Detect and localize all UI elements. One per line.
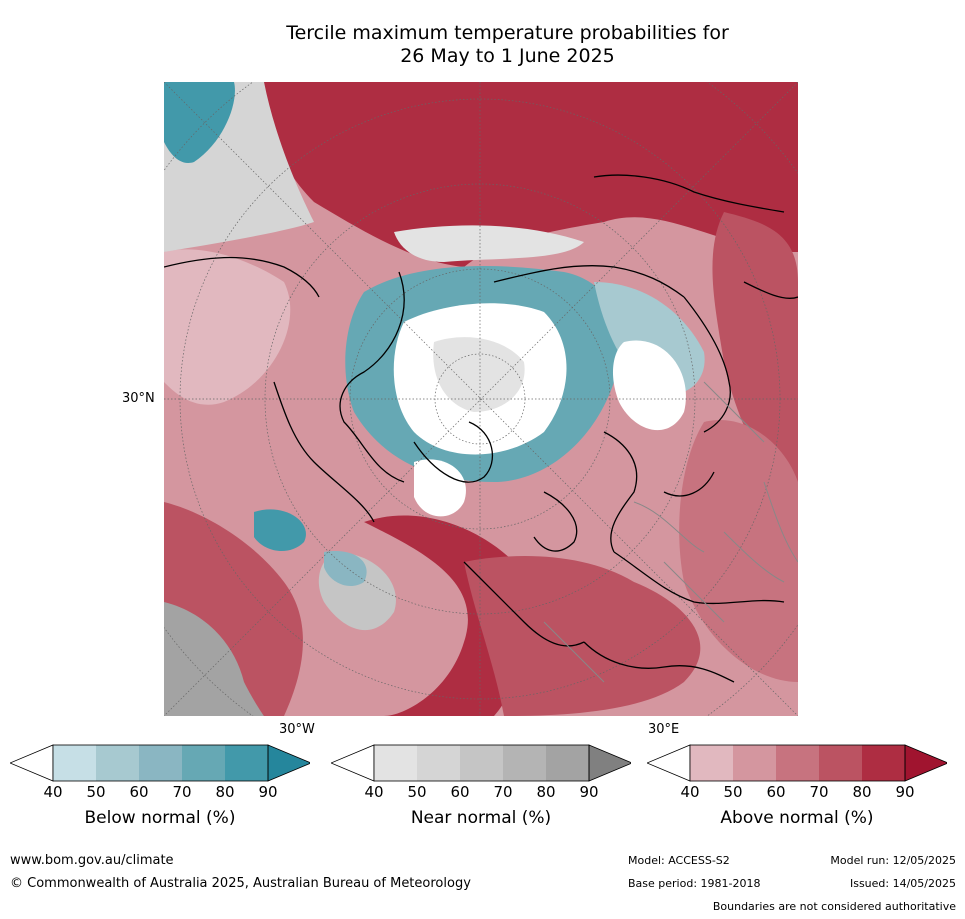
colorbar-near-tick-label: 60 [450, 783, 470, 801]
near-normal-arctic-ring [394, 225, 584, 262]
colorbar-above-high-extend [904, 744, 947, 782]
colorbar-near-tick-label: 50 [407, 783, 427, 801]
below-normal-atlantic [254, 509, 306, 552]
colorbar-below-tick-label: 90 [258, 783, 278, 801]
colorbar-near-segment [503, 745, 546, 781]
footer-model-run: Model run: 12/05/2025 [830, 854, 956, 867]
colorbar-below-segment [182, 745, 225, 781]
colorbar-near-segment [374, 745, 417, 781]
colorbar-above-tick-label: 90 [895, 783, 915, 801]
colorbar-below-tick-label: 50 [86, 783, 106, 801]
colorbar-near-segment [546, 745, 589, 781]
colorbar-near-segment [417, 745, 460, 781]
near-normal-southwest [164, 602, 264, 716]
country-borders [543, 381, 798, 683]
warm-region-north-pacific [264, 82, 798, 267]
colorbar-above-segment [819, 745, 862, 781]
polar-map [164, 82, 798, 716]
colorbar-near-low-extend [331, 744, 375, 782]
colorbar-above-segment [690, 745, 733, 781]
colorbar-near-title: Near normal (%) [410, 808, 552, 828]
colorbar-below-tick-label: 40 [43, 783, 63, 801]
below-normal-northwest [164, 82, 235, 163]
footer-disclaimer: Boundaries are not considered authoritat… [712, 900, 956, 913]
colorbar-below-segment [139, 745, 182, 781]
colorbar-below-high-extend [267, 744, 310, 782]
colorbar-near-tick-label: 70 [493, 783, 513, 801]
lon-label-30e: 30°E [648, 722, 680, 737]
footer-copyright: © Commonwealth of Australia 2025, Austra… [10, 876, 471, 891]
colorbar-above-tick-label: 80 [852, 783, 872, 801]
colorbar-near-frame [373, 744, 590, 782]
colorbar-above-low-extend [647, 744, 691, 782]
lat-label-30n: 30°N [122, 391, 155, 406]
colorbar-below-segment [96, 745, 139, 781]
white-patch-greenland [414, 459, 466, 517]
below-normal-atlantic-2 [324, 551, 367, 587]
colorbar-above-tick-label: 70 [809, 783, 829, 801]
colorbar-near-normal [331, 744, 631, 782]
colorbar-below-low-extend [10, 744, 54, 782]
colorbar-above-segment [862, 745, 905, 781]
colorbar-above-normal [647, 744, 947, 782]
footer-model: Model: ACCESS-S2 [628, 854, 730, 867]
colorbar-above-tick-label: 60 [766, 783, 786, 801]
colorbar-near-high-extend [588, 744, 631, 782]
colorbar-below-segment [225, 745, 268, 781]
footer-issued: Issued: 14/05/2025 [849, 877, 956, 890]
colorbar-above-segment [733, 745, 776, 781]
footer-base-period: Base period: 1981-2018 [628, 877, 761, 890]
footer-url: www.bom.gov.au/climate [10, 853, 174, 868]
colorbar-above-segment [776, 745, 819, 781]
coastlines [164, 174, 798, 683]
map-title-line1: Tercile maximum temperature probabilitie… [286, 22, 729, 44]
colorbar-above-frame [689, 744, 906, 782]
colorbar-near-tick-label: 40 [364, 783, 384, 801]
colorbar-below-frame [52, 744, 269, 782]
colorbar-below-title: Below normal (%) [84, 808, 236, 828]
colorbar-near-segment [460, 745, 503, 781]
colorbar-near-tick-label: 90 [579, 783, 599, 801]
colorbar-above-title: Above normal (%) [720, 808, 874, 828]
white-patch-east [612, 340, 686, 431]
colorbar-above-tick-label: 50 [723, 783, 743, 801]
warm-region-asia-east [712, 212, 798, 502]
warm-region-europe [464, 556, 701, 716]
colorbar-below-tick-label: 70 [172, 783, 192, 801]
colorbar-below-segment [53, 745, 96, 781]
lon-label-30w: 30°W [279, 722, 315, 737]
near-normal-central-arctic [433, 337, 525, 412]
warm-region-north-america [164, 249, 291, 405]
graticule [164, 82, 798, 716]
colorbar-below-tick-label: 80 [215, 783, 235, 801]
colorbar-near-tick-label: 80 [536, 783, 556, 801]
colorbar-above-tick-label: 40 [680, 783, 700, 801]
colorbar-below-normal [10, 744, 310, 782]
colorbar-below-tick-label: 60 [129, 783, 149, 801]
warm-region-siberia [679, 420, 798, 682]
map-title-line2: 26 May to 1 June 2025 [400, 45, 615, 67]
